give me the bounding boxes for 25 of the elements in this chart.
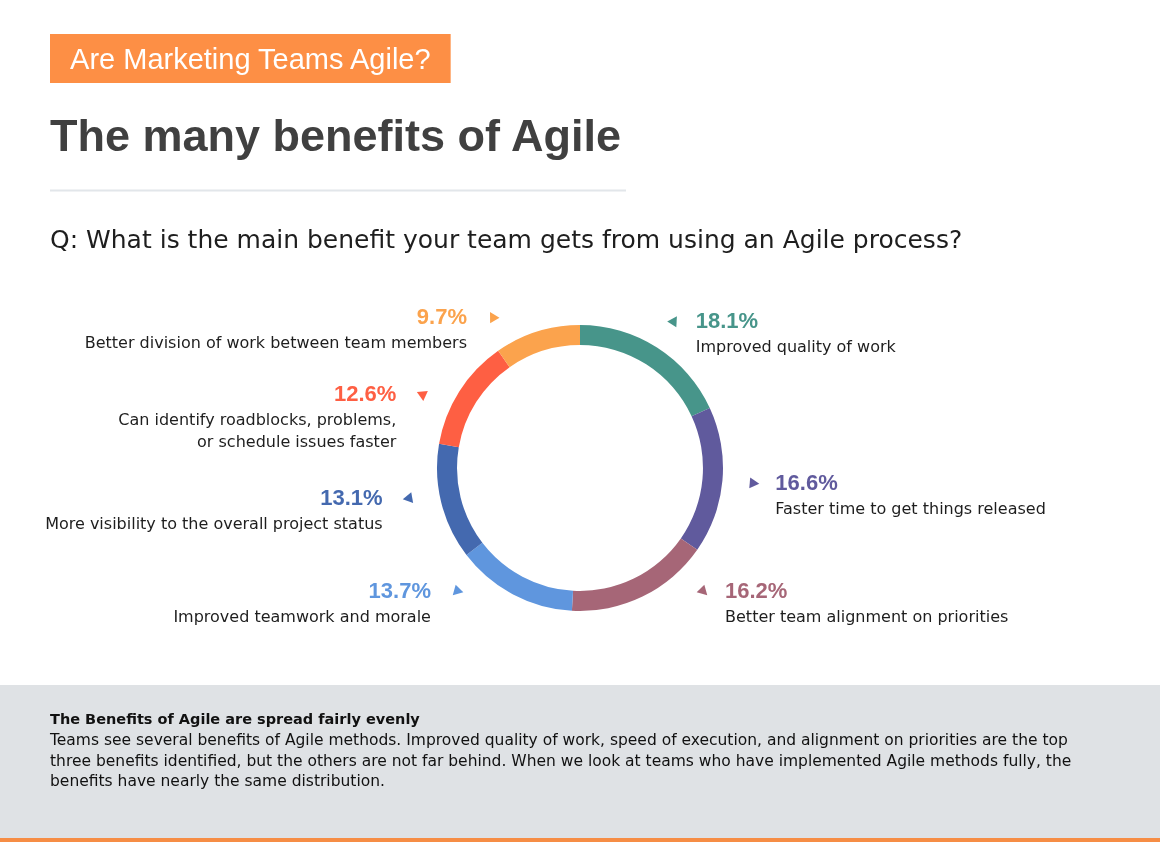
chart-title: The many benefits of Agile — [50, 110, 621, 161]
slice-label: More visibility to the overall project status — [45, 514, 383, 534]
slice-label: Better division of work between team members — [84, 333, 467, 353]
text: Are Marketing Teams Agile? — [70, 43, 431, 75]
text: The Benefits of Agile are spread fairly evenly — [50, 711, 421, 727]
data-label: 16.2% — [725, 578, 788, 604]
text: Teams see several benefits of Agile methods. Improved quality of work, speed of execution, and alignment on priorities are the top three benefits identified, but the others are not far behind. When we look at teams who have implemented Agile methods fully, the benefits have nearly the same distribution. — [49, 731, 1072, 790]
slice-label: Better team alignment on priorities — [725, 607, 1009, 627]
slice-label: Faster time to get things released — [775, 499, 1046, 519]
data-label: 13.1% — [320, 485, 383, 511]
donut-slice — [571, 538, 698, 611]
data-label: 12.6% — [333, 381, 397, 407]
donut-slice — [680, 407, 723, 550]
data-label: 18.1% — [695, 308, 759, 334]
slice-label: Can identify roadblocks, problems, or schedule issues faster — [118, 410, 397, 452]
donut-slice — [466, 542, 574, 611]
slice-label: Improved teamwork and morale — [173, 607, 431, 627]
data-label: 13.7% — [368, 578, 431, 604]
donut-slice — [437, 443, 483, 555]
chart-subtitle: Q: What is the main benefit your team gets from using an Agile process? — [50, 225, 963, 254]
donut-slice — [498, 325, 580, 368]
donut-slice — [439, 350, 510, 448]
data-label: 16.6% — [775, 470, 838, 496]
data-label: 9.7% — [416, 304, 467, 330]
slice-label: Improved quality of work — [695, 337, 897, 357]
